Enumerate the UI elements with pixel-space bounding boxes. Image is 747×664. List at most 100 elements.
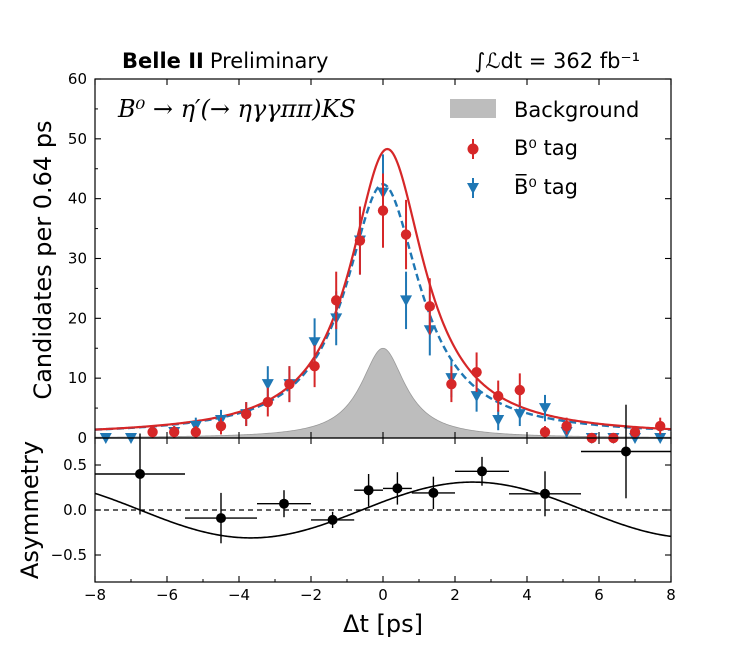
main-y-ticks: 0 10 20 30 40 50 60	[68, 70, 672, 447]
asymmetry-marker	[540, 488, 550, 499]
legend-background-label: Background	[514, 98, 639, 122]
asymmetry-point	[354, 474, 383, 507]
x-tick-label: −8	[84, 586, 106, 604]
b0-marker	[561, 420, 572, 432]
b0-point	[147, 426, 158, 438]
asymmetry-point	[411, 476, 455, 510]
asym-y-tick-label: −0.5	[51, 546, 87, 564]
b0-point	[354, 206, 366, 275]
experiment-name: Belle II	[122, 49, 204, 73]
main-y-tick-label: 0	[77, 429, 87, 447]
b0-marker	[539, 426, 551, 438]
b0bar-marker	[261, 379, 274, 391]
legend: Background B⁰ tag B̅⁰ tag	[450, 98, 639, 199]
b0-point	[215, 417, 227, 435]
b0bar-point	[492, 409, 505, 431]
asym-y-tick-label: 0.0	[63, 501, 87, 519]
luminosity-label: ∫ℒdt = 362 fb⁻¹	[474, 49, 640, 73]
b0-point	[241, 402, 252, 427]
asymmetry-point	[509, 471, 581, 517]
b0-marker	[309, 361, 320, 372]
b0-marker	[147, 426, 158, 438]
x-tick-label: −2	[300, 586, 322, 604]
background-layer	[94, 347, 672, 439]
b0-marker	[471, 366, 482, 378]
legend-b0-marker	[467, 143, 479, 155]
b0-marker	[655, 420, 666, 432]
asymmetry-point	[455, 456, 509, 486]
asymmetry-fit-curve	[94, 481, 672, 539]
asymmetry-point	[581, 404, 671, 499]
x-tick-label: −6	[156, 586, 178, 604]
asymmetry-marker	[279, 498, 289, 509]
b0-marker	[424, 301, 435, 312]
x-tick-label: −4	[228, 586, 250, 604]
x-tick-label: 2	[450, 586, 460, 604]
asymmetry-marker	[327, 514, 338, 525]
decay-label: B⁰ → η′(→ ηγγππ)KS	[117, 95, 356, 123]
b0-point	[262, 387, 273, 417]
x-tick-label: 4	[522, 586, 532, 604]
points-layer	[99, 154, 667, 444]
main-y-tick-label: 60	[68, 70, 87, 88]
b0bar-marker	[539, 403, 551, 415]
b0bar-point	[539, 394, 551, 422]
b0bar-marker	[400, 295, 413, 307]
legend-background-swatch	[450, 99, 496, 118]
asymmetry-marker	[135, 469, 145, 479]
b0-marker	[241, 408, 252, 420]
b0-marker	[284, 378, 295, 390]
asymmetry-panel: 0.5 0.0 −0.5 −8 −6 −4 −2 0 2 4 6 8 Asymmetry Δt [ps…	[16, 404, 676, 638]
main-y-tick-label: 10	[68, 369, 87, 387]
b0-point	[539, 426, 551, 438]
legend-b0bar-label: B̅⁰ tag	[514, 173, 578, 199]
b0bar-marker	[513, 409, 526, 421]
asymmetry-marker	[216, 513, 226, 524]
asymmetry-marker	[428, 487, 439, 498]
asymmetry-marker	[621, 446, 631, 457]
b0-point	[493, 380, 504, 412]
legend-b0bar-marker	[467, 183, 479, 194]
b0-marker	[190, 426, 201, 438]
asymmetry-points-layer	[95, 404, 671, 544]
b0-point	[446, 366, 457, 403]
b0bar-marker	[492, 415, 505, 427]
b0-point	[309, 345, 320, 388]
b0-marker	[262, 396, 273, 408]
status-label: Preliminary	[210, 49, 329, 73]
b0-point	[169, 426, 180, 438]
b0-point	[331, 271, 342, 330]
asymmetry-ticks: 0.5 0.0 −0.5 −8 −6 −4 −2 0 2 4 6 8	[51, 438, 676, 604]
x-tick-label: 0	[378, 586, 388, 604]
asymmetry-point	[185, 492, 257, 544]
b0-marker	[354, 235, 366, 246]
b0-point	[561, 417, 572, 435]
b0bar-marker	[308, 337, 321, 349]
main-y-tick-label: 40	[68, 190, 87, 208]
asymmetry-point	[383, 472, 412, 505]
b0-point	[655, 417, 666, 435]
legend-b0-label: B⁰ tag	[514, 136, 578, 160]
b0-point	[377, 173, 389, 248]
main-y-tick-label: 50	[68, 130, 87, 148]
b0-marker	[377, 205, 389, 216]
x-tick-label: 8	[666, 586, 676, 604]
background-fill	[94, 347, 672, 439]
b0-point	[471, 352, 482, 392]
b0-point	[190, 426, 201, 438]
asymmetry-fit-layer	[94, 481, 672, 539]
b0-marker	[331, 295, 342, 306]
b0-marker	[514, 384, 525, 396]
asymmetry-y-label: Asymmetry	[16, 441, 44, 579]
x-axis-label: Δt [ps]	[343, 610, 423, 638]
b0-point	[629, 426, 641, 438]
b0-marker	[169, 426, 180, 438]
asym-y-tick-label: 0.5	[63, 456, 87, 474]
b0bar-marker	[470, 391, 483, 403]
x-tick-label: 6	[594, 586, 604, 604]
b0-marker	[215, 420, 227, 432]
b0-marker	[400, 229, 412, 240]
asymmetry-marker	[392, 483, 403, 494]
asymmetry-marker	[363, 485, 374, 496]
